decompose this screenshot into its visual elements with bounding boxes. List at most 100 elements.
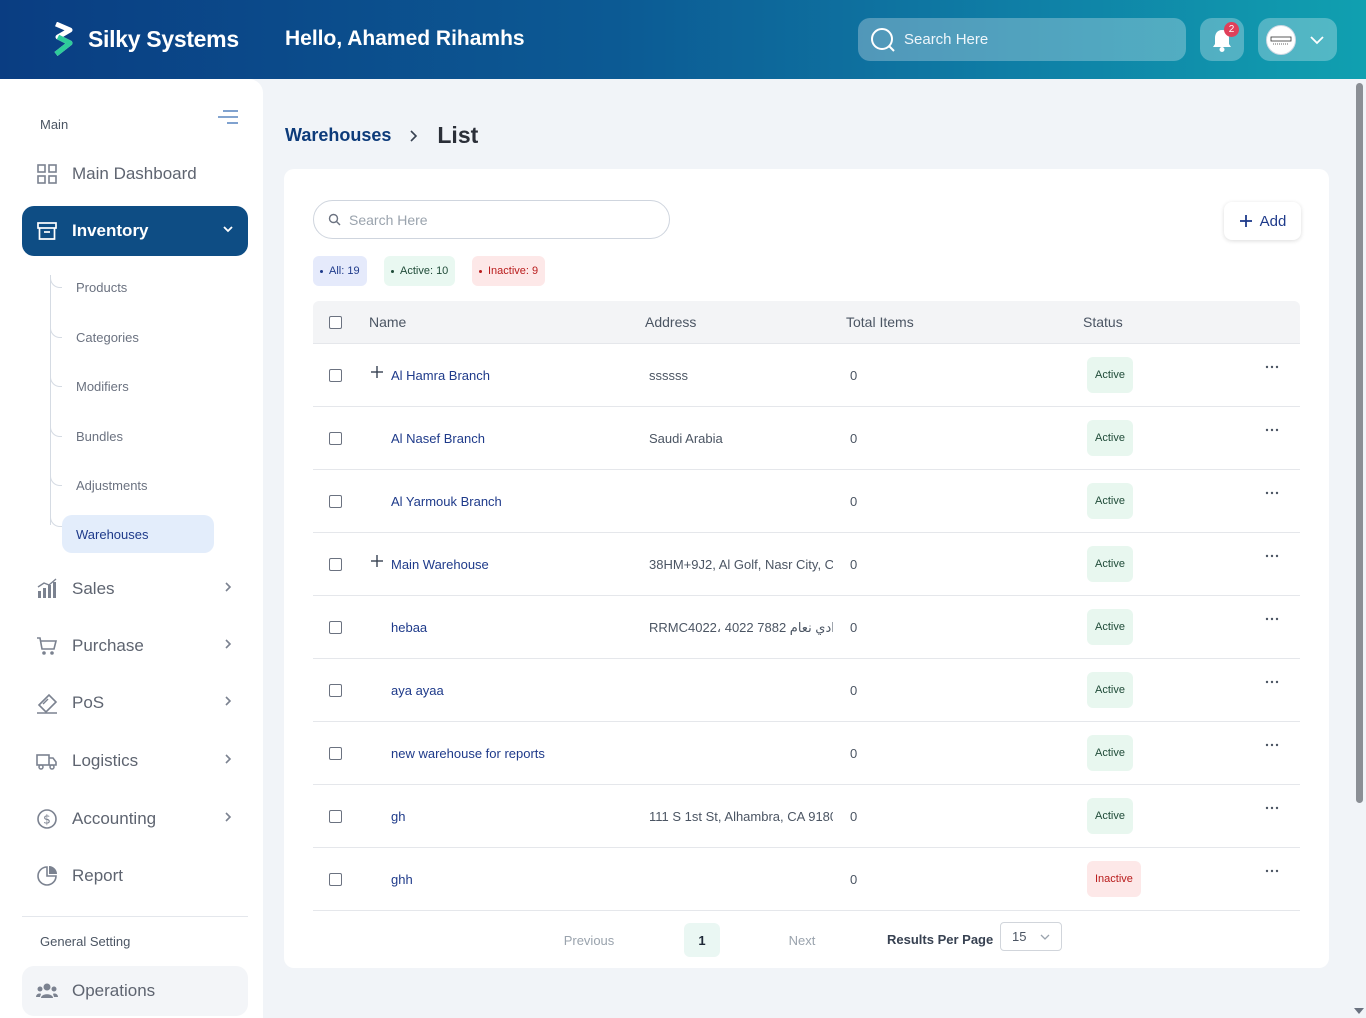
page-scrollbar[interactable]: [1352, 79, 1366, 1018]
table-row[interactable]: Al Yarmouk Branch 0 Active: [313, 470, 1300, 533]
sidebar-item-inventory[interactable]: Inventory: [22, 206, 248, 256]
column-header-status[interactable]: Status: [1083, 314, 1123, 330]
notifications-button[interactable]: 2: [1200, 18, 1244, 61]
row-checkbox[interactable]: [329, 495, 342, 508]
sidebar-subitem-bundles[interactable]: Bundles: [76, 428, 123, 444]
row-checkbox[interactable]: [329, 432, 342, 445]
chip-label: All: 19: [329, 265, 360, 277]
sidebar-item-label: Purchase: [72, 636, 144, 655]
table-row[interactable]: aya ayaa 0 Active: [313, 659, 1300, 722]
more-actions-icon[interactable]: [1265, 679, 1279, 685]
column-header-name[interactable]: Name: [369, 314, 407, 330]
table-row[interactable]: hebaa RRMC4022، 4022 7882 وادي نعام، 0 Acti…: [313, 596, 1300, 659]
status-badge: Active: [1087, 609, 1133, 645]
expand-plus-icon[interactable]: [371, 555, 383, 567]
sidebar-subitem-warehouses[interactable]: Warehouses: [62, 515, 214, 553]
column-header-address[interactable]: Address: [645, 314, 697, 330]
search-icon: [328, 213, 341, 226]
scroll-down-arrow-icon[interactable]: [1354, 1008, 1364, 1014]
more-actions-icon[interactable]: [1265, 868, 1279, 874]
sidebar-item-label: Main Dashboard: [72, 164, 197, 183]
warehouse-name-link[interactable]: Al Hamra Branch: [391, 368, 490, 383]
warehouse-name-link[interactable]: hebaa: [391, 620, 428, 635]
more-actions-icon[interactable]: [1265, 616, 1279, 622]
filter-chip-active[interactable]: Active: 10: [384, 256, 456, 286]
chevron-down-icon: [223, 226, 233, 233]
previous-page-button[interactable]: Previous: [563, 932, 615, 948]
chip-dot: [320, 269, 323, 273]
select-all-checkbox[interactable]: [329, 316, 342, 329]
sidebar-item-accounting[interactable]: $ Accounting: [22, 794, 248, 844]
sidebar-subitem-modifiers[interactable]: Modifiers: [76, 378, 129, 394]
brand-logo[interactable]: Silky Systems: [50, 22, 239, 56]
sidebar-subitem-categories[interactable]: Categories: [76, 329, 139, 345]
row-checkbox[interactable]: [329, 873, 342, 886]
row-checkbox[interactable]: [329, 558, 342, 571]
add-warehouse-button[interactable]: Add: [1224, 202, 1301, 240]
table-row[interactable]: Al Hamra Branch ssssss 0 Active: [313, 344, 1300, 407]
warehouse-total-items: 0: [850, 368, 858, 383]
table-row[interactable]: ghh 0 Inactive: [313, 848, 1300, 911]
sidebar-item-logistics[interactable]: Logistics: [22, 736, 248, 786]
row-checkbox[interactable]: [329, 369, 342, 382]
more-actions-icon[interactable]: [1265, 805, 1279, 811]
results-per-page-select[interactable]: 15: [1000, 922, 1062, 951]
warehouse-name-link[interactable]: new warehouse for reports: [391, 746, 545, 761]
row-checkbox[interactable]: [329, 747, 342, 760]
sidebar-item-sales[interactable]: Sales: [22, 564, 248, 614]
chevron-right-icon: [225, 582, 232, 592]
sidebar-item-operations[interactable]: Operations: [22, 966, 248, 1016]
filter-chip-inactive[interactable]: Inactive: 9: [472, 256, 546, 286]
row-checkbox[interactable]: [329, 621, 342, 634]
more-actions-icon[interactable]: [1265, 553, 1279, 559]
table-row[interactable]: gh 111 S 1st St, Alhambra, CA 9180 0 Active: [313, 785, 1300, 848]
sidebar-item-purchase[interactable]: Purchase: [22, 621, 248, 671]
submenu-line: [50, 275, 51, 525]
more-actions-icon[interactable]: [1265, 490, 1279, 496]
expand-plus-icon[interactable]: [371, 366, 383, 378]
warehouse-address: Saudi Arabia: [649, 431, 723, 446]
warehouse-total-items: 0: [850, 431, 858, 446]
top-bar: Silky Systems Hello, Ahamed Rihamhs Sear…: [0, 0, 1366, 79]
warehouse-name-link[interactable]: aya ayaa: [391, 683, 444, 698]
warehouse-total-items: 0: [850, 620, 858, 635]
list-search-field[interactable]: [313, 200, 670, 239]
table-row[interactable]: Main Warehouse 38HM+9J2, Al Golf, Nasr Ci…: [313, 533, 1300, 596]
page-number-button[interactable]: 1: [684, 923, 720, 957]
row-checkbox[interactable]: [329, 810, 342, 823]
table-row[interactable]: new warehouse for reports 0 Active: [313, 722, 1300, 785]
collapse-sidebar-icon[interactable]: [217, 109, 239, 130]
profile-menu-button[interactable]: [1258, 18, 1337, 61]
column-header-total-items[interactable]: Total Items: [846, 314, 914, 330]
dollar-coin-icon: $: [37, 809, 57, 829]
warehouse-name-link[interactable]: Al Nasef Branch: [391, 431, 485, 446]
silky-logo-icon: [54, 22, 73, 56]
warehouse-name-link[interactable]: Main Warehouse: [391, 557, 489, 572]
submenu-connector: [50, 326, 62, 338]
warehouse-name-link[interactable]: ghh: [391, 872, 413, 887]
chip-label: Active: 10: [400, 265, 449, 277]
cart-icon: [37, 637, 58, 655]
more-actions-icon[interactable]: [1265, 742, 1279, 748]
sidebar-item-main-dashboard[interactable]: Main Dashboard: [22, 149, 248, 199]
more-actions-icon[interactable]: [1265, 364, 1279, 370]
sidebar-subitem-products[interactable]: Products: [76, 279, 128, 295]
more-actions-icon[interactable]: [1265, 427, 1279, 433]
warehouse-name-link[interactable]: Al Yarmouk Branch: [391, 494, 502, 509]
warehouse-name-link[interactable]: gh: [391, 809, 406, 824]
warehouse-address: 111 S 1st St, Alhambra, CA 9180: [649, 809, 833, 824]
global-search-input[interactable]: Search Here: [858, 18, 1186, 61]
table-row[interactable]: Al Nasef Branch Saudi Arabia 0 Active: [313, 407, 1300, 470]
search-icon: [871, 27, 895, 52]
notification-badge: 2: [1224, 22, 1239, 37]
scrollbar-thumb[interactable]: [1356, 83, 1363, 803]
sidebar-item-label: Report: [72, 866, 124, 885]
sidebar-item-report[interactable]: Report: [22, 851, 248, 901]
breadcrumb-warehouses-link[interactable]: Warehouses: [285, 125, 392, 145]
row-checkbox[interactable]: [329, 684, 342, 697]
sidebar-subitem-adjustments[interactable]: Adjustments: [76, 477, 148, 493]
filter-chip-all[interactable]: All: 19: [313, 256, 367, 286]
list-search-input[interactable]: [349, 211, 649, 228]
next-page-button[interactable]: Next: [788, 932, 816, 948]
sidebar-item-pos[interactable]: PoS: [22, 678, 248, 728]
